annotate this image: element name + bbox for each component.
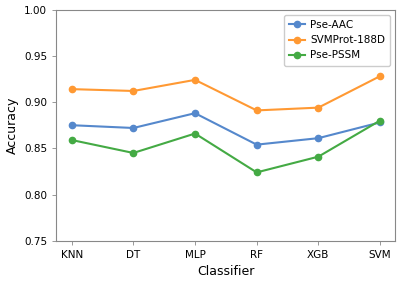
SVMProt-188D <box>69 87 74 91</box>
Y-axis label: Accuracy: Accuracy <box>6 97 18 154</box>
Pse-AAC <box>254 143 259 146</box>
SVMProt-188D <box>192 78 197 82</box>
Line: Pse-PSSM: Pse-PSSM <box>69 118 383 176</box>
Pse-PSSM <box>254 171 259 174</box>
Pse-PSSM <box>69 138 74 142</box>
Pse-AAC <box>316 136 321 140</box>
Legend: Pse-AAC, SVMProt-188D, Pse-PSSM: Pse-AAC, SVMProt-188D, Pse-PSSM <box>284 15 390 66</box>
Line: Pse-AAC: Pse-AAC <box>69 110 383 148</box>
Pse-PSSM <box>192 132 197 135</box>
Line: SVMProt-188D: SVMProt-188D <box>69 73 383 114</box>
Pse-AAC <box>131 126 136 130</box>
Pse-AAC <box>192 112 197 115</box>
Pse-AAC <box>378 121 383 124</box>
Pse-AAC <box>69 124 74 127</box>
SVMProt-188D <box>131 89 136 93</box>
SVMProt-188D <box>254 109 259 112</box>
Pse-PSSM <box>316 155 321 158</box>
SVMProt-188D <box>378 74 383 78</box>
Pse-PSSM <box>131 151 136 155</box>
X-axis label: Classifier: Classifier <box>197 266 255 278</box>
SVMProt-188D <box>316 106 321 109</box>
Pse-PSSM <box>378 119 383 122</box>
